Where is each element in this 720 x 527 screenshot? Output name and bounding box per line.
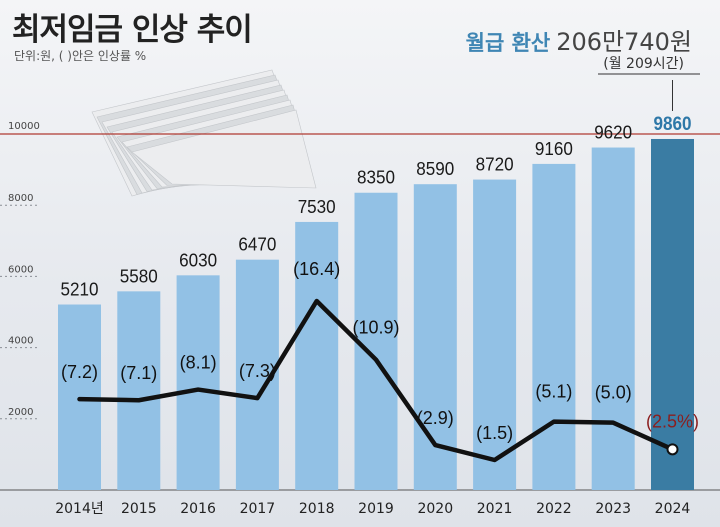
value-label: 9160 bbox=[535, 139, 573, 159]
y-tick-label: 8000 bbox=[8, 193, 33, 204]
category-label: 2020 bbox=[417, 501, 453, 517]
value-label: 9860 bbox=[654, 114, 692, 135]
category-label: 2016 bbox=[180, 501, 216, 517]
category-label: 2021 bbox=[477, 501, 513, 517]
bar bbox=[413, 184, 457, 491]
data-labels: 5210 2014년 5580 2015 6030 2016 6470 2017 7530 201… bbox=[55, 114, 699, 517]
category-label: 2023 bbox=[595, 501, 631, 517]
category-label: 2024 bbox=[655, 501, 691, 517]
value-label: 7530 bbox=[298, 197, 336, 217]
bar-series bbox=[58, 138, 694, 491]
value-label: 8590 bbox=[416, 159, 454, 179]
value-label: 9620 bbox=[594, 123, 632, 143]
rate-label: (2.5%) bbox=[646, 411, 699, 431]
rate-label: (8.1) bbox=[180, 353, 217, 373]
y-tick-label: 4000 bbox=[8, 336, 33, 347]
callout-lead: 월급 환산 bbox=[465, 31, 551, 55]
rate-label: (5.1) bbox=[535, 382, 572, 402]
category-label: 2018 bbox=[299, 501, 335, 517]
callout-value: 206만740원 bbox=[556, 28, 692, 56]
rate-label: (7.2) bbox=[61, 362, 98, 382]
rate-polyline bbox=[77, 298, 675, 463]
chart-title: 최저임금 인상 추이 bbox=[12, 12, 253, 48]
bar bbox=[651, 138, 694, 490]
rate-point-end bbox=[666, 443, 679, 456]
rate-label: (10.9) bbox=[352, 318, 399, 338]
category-label: 2014년 bbox=[55, 501, 104, 517]
value-label: 6470 bbox=[238, 235, 276, 255]
callout-detail: (월 209시간) bbox=[603, 56, 684, 72]
bar bbox=[354, 192, 398, 491]
rate-label: (16.4) bbox=[293, 259, 340, 279]
envelope-illustration bbox=[91, 69, 317, 197]
rate-line bbox=[77, 298, 679, 463]
bar bbox=[532, 163, 576, 491]
category-label: 2017 bbox=[240, 501, 276, 517]
rate-label: (5.0) bbox=[595, 383, 632, 403]
rate-label: (1.5) bbox=[476, 423, 513, 443]
bar bbox=[473, 179, 517, 490]
bar bbox=[117, 291, 161, 490]
value-label: 8350 bbox=[357, 168, 395, 188]
y-tick-label: 2000 bbox=[8, 407, 33, 418]
monthly-wage-callout: 월급 환산 206만740원 bbox=[466, 22, 692, 57]
value-label: 6030 bbox=[179, 250, 217, 270]
value-label: 5210 bbox=[61, 280, 99, 300]
category-label: 2019 bbox=[358, 501, 394, 517]
value-label: 5580 bbox=[120, 266, 158, 286]
y-tick-label: 10000 bbox=[8, 121, 40, 132]
category-label: 2022 bbox=[536, 501, 572, 517]
bar bbox=[591, 147, 635, 490]
bar bbox=[176, 275, 220, 490]
rate-label: (2.9) bbox=[417, 408, 454, 428]
rate-label: (7.3) bbox=[239, 361, 276, 381]
envelope-sheet bbox=[131, 109, 317, 189]
category-label: 2015 bbox=[121, 501, 157, 517]
y-tick-label: 6000 bbox=[8, 264, 33, 275]
unit-note: 단위:원, ( )안은 인상률 % bbox=[14, 49, 147, 63]
value-label: 8720 bbox=[476, 155, 514, 175]
rate-label: (7.1) bbox=[120, 363, 157, 383]
bar bbox=[295, 221, 339, 490]
